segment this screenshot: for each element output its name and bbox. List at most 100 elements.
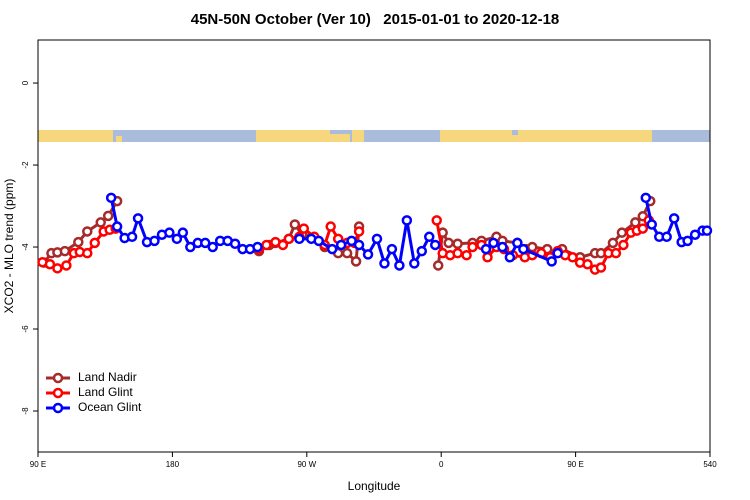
point [289, 219, 301, 230]
point [512, 237, 523, 249]
point [95, 217, 106, 228]
point [59, 245, 71, 257]
legend-marker [52, 387, 64, 399]
point [102, 210, 114, 222]
point [452, 238, 463, 249]
point [610, 247, 622, 259]
point [595, 262, 607, 273]
chart-title: 45N-50N October (Ver 10) 2015-01-01 to 2… [191, 11, 560, 28]
x-tick-label: 180 [166, 460, 180, 469]
point [668, 213, 680, 224]
point [229, 238, 241, 249]
land-ocean-strip [38, 130, 710, 142]
point [504, 252, 516, 263]
point [82, 226, 93, 237]
point [582, 258, 593, 270]
x-tick-label: 540 [703, 460, 717, 469]
point [126, 231, 138, 243]
point [73, 236, 84, 248]
x-axis-label: Longitude [348, 479, 401, 493]
point [52, 263, 63, 274]
legend-label: Land Glint [78, 385, 133, 399]
point [689, 229, 701, 240]
point [618, 239, 629, 251]
point [294, 233, 305, 245]
point [200, 237, 211, 249]
point [552, 247, 563, 259]
point [89, 237, 100, 249]
y-axis-label: XCO2 - MLO trend (ppm) [2, 179, 16, 314]
point [82, 247, 93, 259]
x-tick-label: 90 E [30, 460, 46, 469]
point [350, 256, 362, 267]
point [252, 241, 263, 253]
point [341, 247, 353, 259]
y-tick-label: 0 [21, 80, 30, 85]
point [353, 226, 365, 237]
legend-marker [52, 372, 64, 384]
point [171, 233, 183, 245]
point [111, 221, 123, 232]
point [701, 225, 713, 236]
plot-frame [37, 39, 711, 453]
point [616, 227, 628, 238]
point [431, 215, 442, 226]
point [432, 260, 444, 271]
point [607, 237, 619, 249]
point [298, 223, 310, 234]
y-tick-label: -2 [21, 161, 30, 169]
point [409, 258, 420, 269]
point [452, 247, 463, 259]
point [443, 237, 454, 249]
point [661, 231, 672, 243]
point [416, 245, 428, 257]
point [149, 235, 160, 247]
legend-label: Ocean Glint [78, 400, 142, 414]
point [362, 249, 374, 260]
point [277, 239, 289, 251]
point [630, 217, 641, 228]
y-tick-label: -8 [21, 407, 30, 415]
point [424, 231, 435, 243]
point [313, 235, 324, 247]
x-tick-label: 0 [439, 460, 444, 469]
point [379, 258, 390, 269]
point [177, 227, 189, 238]
point [105, 192, 117, 204]
y-tick-label: -4 [21, 243, 30, 251]
point [261, 239, 272, 251]
point [637, 223, 649, 234]
point [527, 241, 538, 253]
point [497, 241, 508, 253]
legend-label: Land Nadir [78, 370, 137, 384]
point [326, 243, 338, 255]
point [429, 239, 441, 251]
point [61, 260, 72, 271]
point [386, 243, 398, 255]
point [353, 239, 365, 251]
point [371, 233, 383, 245]
point [164, 227, 175, 238]
point [335, 239, 347, 251]
series [105, 192, 713, 271]
point [185, 241, 196, 253]
point [567, 252, 578, 263]
point [44, 258, 56, 270]
point [283, 233, 295, 245]
point [480, 243, 492, 255]
point [346, 235, 357, 247]
point [640, 192, 652, 204]
point [546, 256, 557, 267]
point [682, 235, 693, 247]
x-tick-label: 90 W [297, 460, 316, 469]
point [646, 219, 658, 230]
point [482, 252, 493, 263]
point [207, 241, 218, 253]
point [518, 243, 529, 255]
legend-marker [52, 402, 64, 414]
point [401, 215, 413, 226]
point [325, 221, 336, 232]
y-tick-label: -6 [21, 325, 30, 333]
x-tick-label: 90 E [567, 460, 583, 469]
